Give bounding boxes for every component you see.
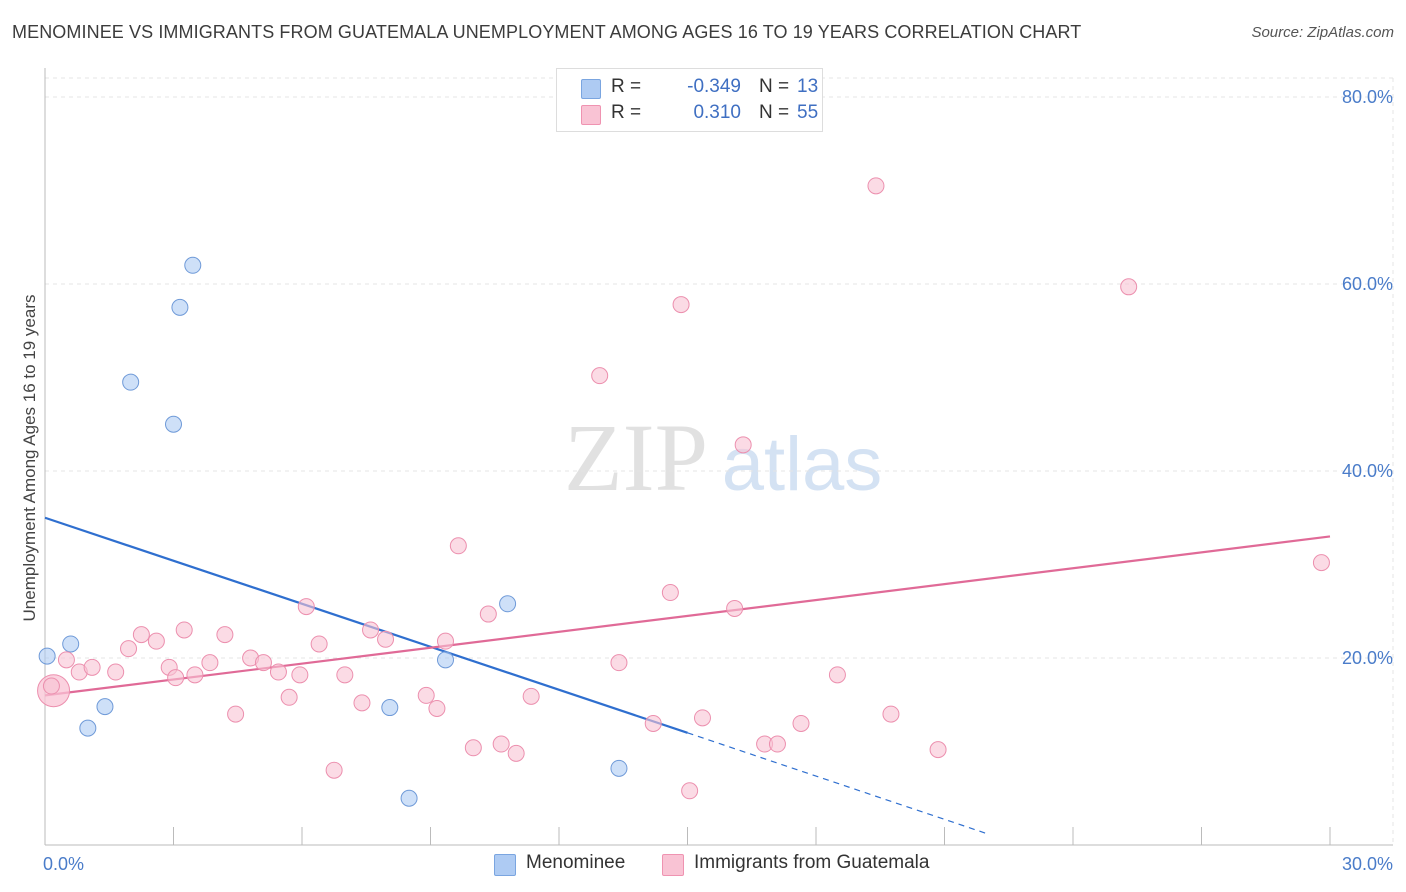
source-label: Source: ZipAtlas.com — [1251, 24, 1394, 41]
legend-n-label: N = — [759, 102, 790, 123]
data-points — [37, 177, 1330, 807]
data-point-guatemala — [297, 598, 315, 616]
data-point-guatemala — [201, 654, 219, 672]
y-tick-label: 80.0% — [1342, 87, 1393, 107]
data-point-guatemala — [507, 744, 525, 762]
data-point-guatemala — [792, 714, 810, 732]
data-point-guatemala — [362, 621, 380, 639]
data-point-guatemala — [644, 714, 662, 732]
data-point-guatemala — [768, 735, 786, 753]
watermark: ZIP atlas — [564, 404, 882, 511]
data-point-guatemala — [1120, 278, 1138, 296]
bottom-legend-swatch-guatemala — [662, 854, 684, 876]
trend-line-menominee-extension — [687, 732, 988, 835]
data-point-guatemala — [867, 177, 885, 195]
data-point-guatemala — [1312, 554, 1330, 572]
y-tick-label: 20.0% — [1342, 648, 1393, 668]
legend-n-label: N = — [759, 76, 790, 97]
data-point-guatemala — [147, 632, 165, 650]
data-point-guatemala — [436, 632, 454, 650]
data-point-guatemala — [325, 761, 343, 779]
chart-title: MENOMINEE VS IMMIGRANTS FROM GUATEMALA U… — [12, 22, 1082, 42]
data-point-guatemala — [734, 436, 752, 454]
data-point-guatemala — [42, 677, 60, 695]
data-point-guatemala — [120, 640, 138, 658]
data-point-menominee — [610, 759, 628, 777]
data-point-guatemala — [661, 584, 679, 602]
data-point-guatemala — [693, 709, 711, 727]
data-point-guatemala — [107, 663, 125, 681]
data-point-menominee — [122, 373, 140, 391]
bottom-legend-label-menominee: Menominee — [526, 852, 626, 873]
data-point-guatemala — [310, 635, 328, 653]
data-point-menominee — [436, 651, 454, 669]
data-point-guatemala — [353, 694, 371, 712]
data-point-guatemala — [280, 688, 298, 706]
tick-labels: 20.0% 40.0% 60.0% 80.0% 0.0% 30.0% — [43, 87, 1393, 874]
data-point-guatemala — [377, 630, 395, 648]
y-tick-label: 40.0% — [1342, 461, 1393, 481]
data-point-guatemala — [726, 599, 744, 617]
data-point-menominee — [96, 698, 114, 716]
data-point-guatemala — [83, 658, 101, 676]
legend-n-value: 13 — [797, 76, 819, 97]
data-point-menominee — [38, 647, 56, 665]
data-point-guatemala — [167, 669, 185, 687]
data-point-guatemala — [591, 367, 609, 385]
x-tick-label: 30.0% — [1342, 854, 1393, 874]
bottom-legend-label-guatemala: Immigrants from Guatemala — [694, 852, 930, 873]
data-point-guatemala — [681, 782, 699, 800]
data-point-menominee — [79, 719, 97, 737]
data-point-guatemala — [479, 605, 497, 623]
data-point-guatemala — [216, 626, 234, 644]
data-point-guatemala — [449, 537, 467, 555]
data-point-guatemala — [672, 296, 690, 314]
data-point-guatemala — [269, 663, 287, 681]
data-point-menominee — [184, 256, 202, 274]
data-point-guatemala — [175, 621, 193, 639]
data-point-menominee — [165, 415, 182, 433]
legend-r-value: -0.349 — [687, 76, 741, 97]
data-point-guatemala — [186, 666, 204, 684]
data-point-guatemala — [522, 687, 540, 705]
correlation-legend: R = -0.349 N = 13 R = 0.310 N = 55 — [556, 68, 823, 132]
data-point-guatemala — [882, 705, 900, 723]
axes — [44, 68, 1393, 846]
legend-swatch-menominee — [581, 79, 601, 99]
data-point-guatemala — [828, 666, 846, 684]
data-point-menominee — [171, 298, 189, 316]
data-point-guatemala — [464, 739, 482, 757]
data-point-menominee — [62, 635, 80, 653]
data-point-guatemala — [492, 735, 510, 753]
x-tick-label: 0.0% — [43, 854, 84, 874]
data-point-guatemala — [610, 654, 628, 672]
data-point-menominee — [499, 595, 517, 613]
legend-r-value: 0.310 — [693, 102, 741, 123]
trend-line-guatemala — [44, 535, 1331, 697]
data-point-guatemala — [291, 666, 309, 684]
data-point-guatemala — [417, 686, 435, 704]
legend-r-label: R = — [611, 76, 642, 97]
grid — [45, 77, 1394, 845]
bottom-legend-swatch-menominee — [494, 854, 516, 876]
legend-r-label: R = — [611, 102, 642, 123]
data-point-guatemala — [227, 705, 245, 723]
data-point-guatemala — [428, 699, 446, 717]
data-point-guatemala — [132, 626, 150, 644]
watermark-atlas: atlas — [722, 422, 883, 507]
legend-swatch-guatemala — [581, 105, 601, 125]
data-point-guatemala — [254, 654, 272, 672]
data-point-guatemala — [336, 666, 354, 684]
data-point-guatemala — [57, 651, 75, 669]
data-point-menominee — [381, 699, 399, 717]
watermark-zip: ZIP — [564, 404, 708, 511]
data-point-guatemala — [929, 741, 947, 759]
data-point-menominee — [400, 789, 418, 807]
legend-n-value: 55 — [797, 102, 819, 123]
y-tick-label: 60.0% — [1342, 274, 1393, 294]
